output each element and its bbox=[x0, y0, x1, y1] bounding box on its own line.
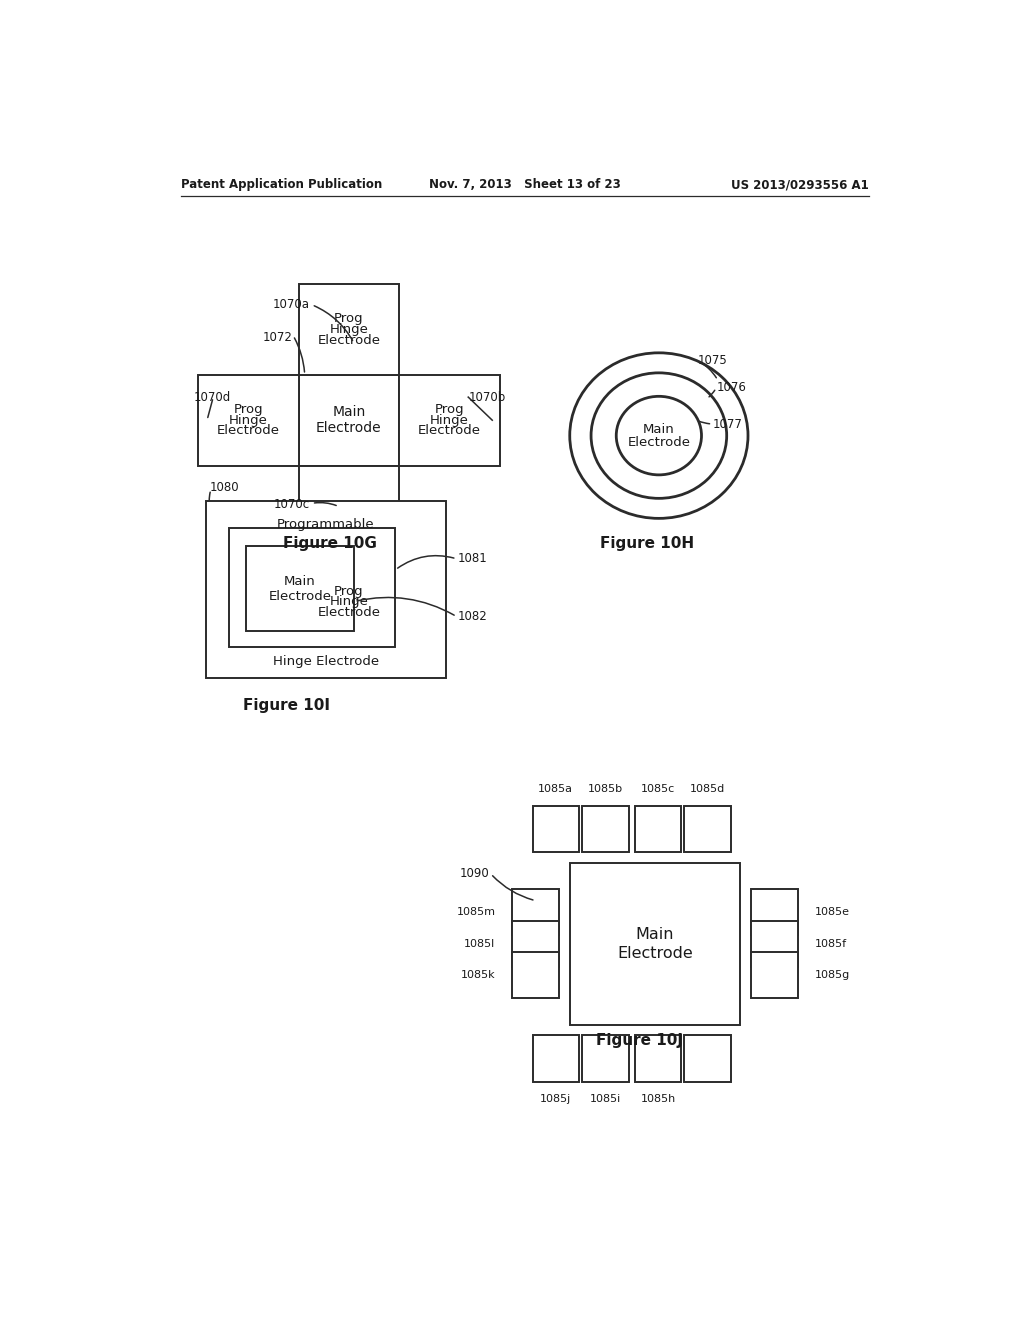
Bar bbox=[684, 1035, 731, 1081]
Text: Hinge: Hinge bbox=[330, 323, 369, 335]
Text: Electrode: Electrode bbox=[628, 436, 690, 449]
Text: Main: Main bbox=[643, 422, 675, 436]
Text: 1085c: 1085c bbox=[641, 784, 675, 795]
Text: 1085f: 1085f bbox=[815, 939, 847, 949]
Text: Prog: Prog bbox=[334, 312, 364, 325]
Text: 1070d: 1070d bbox=[194, 391, 231, 404]
Text: 1085k: 1085k bbox=[461, 970, 496, 981]
Bar bbox=[532, 807, 579, 853]
Text: 1070c: 1070c bbox=[274, 499, 310, 511]
Text: 1081: 1081 bbox=[458, 552, 487, 565]
Bar bbox=[299, 375, 399, 466]
Text: Nov. 7, 2013   Sheet 13 of 23: Nov. 7, 2013 Sheet 13 of 23 bbox=[429, 178, 621, 191]
Bar bbox=[512, 921, 559, 966]
Text: 1085e: 1085e bbox=[815, 907, 850, 917]
Bar bbox=[512, 890, 559, 936]
Text: 1085i: 1085i bbox=[590, 1093, 621, 1104]
Bar bbox=[512, 952, 559, 998]
Text: Main: Main bbox=[285, 574, 316, 587]
Text: Electrode: Electrode bbox=[268, 590, 332, 603]
Bar bbox=[751, 952, 798, 998]
Bar bbox=[635, 807, 681, 853]
Text: 1085d: 1085d bbox=[690, 784, 725, 795]
Text: Hinge: Hinge bbox=[430, 413, 469, 426]
Text: Figure 10G: Figure 10G bbox=[283, 536, 377, 550]
Text: 1085h: 1085h bbox=[640, 1093, 676, 1104]
Bar bbox=[198, 375, 299, 466]
Bar bbox=[751, 890, 798, 936]
Text: 1085l: 1085l bbox=[464, 939, 496, 949]
Bar bbox=[246, 546, 354, 631]
Text: Electrode: Electrode bbox=[316, 421, 382, 434]
Bar bbox=[299, 466, 399, 557]
Text: 1085j: 1085j bbox=[541, 1093, 571, 1104]
Text: Programmable: Programmable bbox=[276, 517, 375, 531]
Text: 1090: 1090 bbox=[460, 867, 489, 880]
Text: Hinge: Hinge bbox=[330, 595, 369, 609]
Text: Patent Application Publication: Patent Application Publication bbox=[180, 178, 382, 191]
Text: Prog: Prog bbox=[435, 403, 465, 416]
Text: 1070b: 1070b bbox=[469, 391, 506, 404]
Text: Hinge Electrode: Hinge Electrode bbox=[272, 655, 379, 668]
Text: Electrode: Electrode bbox=[617, 945, 693, 961]
Text: 1080: 1080 bbox=[209, 480, 239, 494]
Bar bbox=[399, 375, 500, 466]
Text: 1082: 1082 bbox=[458, 610, 487, 623]
Text: Electrode: Electrode bbox=[217, 425, 280, 437]
Bar bbox=[684, 807, 731, 853]
Bar bbox=[569, 863, 740, 1024]
Text: 1076: 1076 bbox=[717, 381, 746, 395]
Bar bbox=[583, 1035, 629, 1081]
Text: 1075: 1075 bbox=[697, 354, 727, 367]
Bar bbox=[299, 284, 399, 375]
Bar bbox=[532, 1035, 579, 1081]
Text: Figure 10I: Figure 10I bbox=[244, 697, 331, 713]
Text: Main: Main bbox=[636, 927, 674, 942]
Text: Prog: Prog bbox=[233, 403, 263, 416]
Bar bbox=[583, 807, 629, 853]
Text: 1085g: 1085g bbox=[815, 970, 850, 981]
Text: 1072: 1072 bbox=[262, 330, 292, 343]
Bar bbox=[635, 1035, 681, 1081]
Text: Electrode: Electrode bbox=[317, 334, 380, 347]
Text: Hinge: Hinge bbox=[228, 413, 267, 426]
Text: 1085m: 1085m bbox=[457, 907, 496, 917]
Text: US 2013/0293556 A1: US 2013/0293556 A1 bbox=[731, 178, 869, 191]
Text: 1077: 1077 bbox=[713, 417, 743, 430]
Bar bbox=[228, 528, 395, 647]
Text: 1085b: 1085b bbox=[588, 784, 623, 795]
Text: Figure 10J: Figure 10J bbox=[596, 1032, 683, 1048]
Text: Electrode: Electrode bbox=[317, 606, 380, 619]
Text: 1085a: 1085a bbox=[539, 784, 573, 795]
Text: Figure 10H: Figure 10H bbox=[600, 536, 694, 550]
Bar bbox=[751, 921, 798, 966]
Bar bbox=[206, 502, 445, 678]
Text: Electrode: Electrode bbox=[418, 425, 481, 437]
Text: Main: Main bbox=[332, 405, 366, 420]
Text: Prog: Prog bbox=[334, 585, 364, 598]
Text: 1070a: 1070a bbox=[273, 298, 310, 312]
